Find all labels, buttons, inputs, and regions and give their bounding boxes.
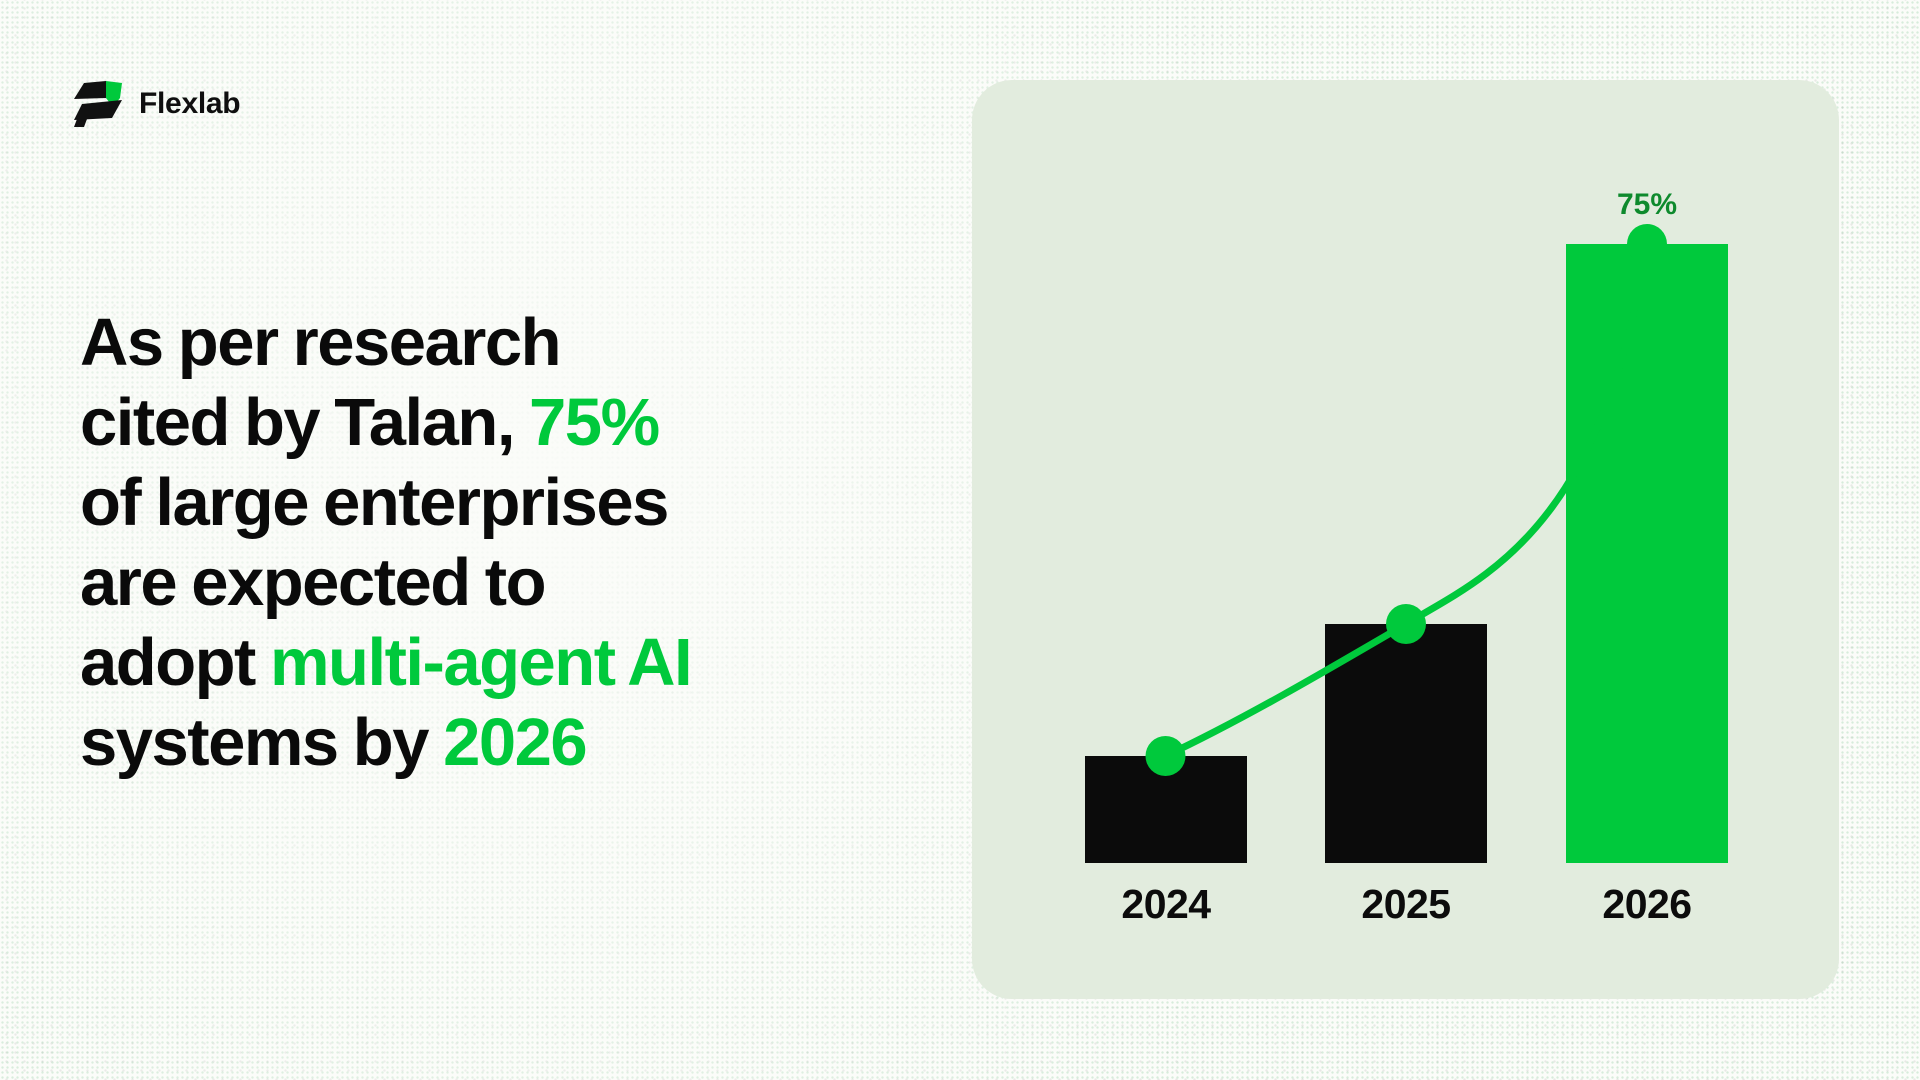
headline-line-1: As per research xyxy=(80,305,562,380)
x-axis-label-2026: 2026 xyxy=(1602,881,1692,927)
data-point-marker-2026 xyxy=(1627,224,1667,264)
data-point-marker-2025 xyxy=(1386,604,1426,644)
flexlab-mark-icon xyxy=(74,81,122,127)
brand-logo: Flexlab xyxy=(74,80,241,128)
x-axis-label-2024: 2024 xyxy=(1121,881,1211,927)
bar-2026 xyxy=(1566,244,1728,863)
x-axis-label-2025: 2025 xyxy=(1361,881,1451,927)
bar-2025 xyxy=(1325,624,1487,863)
headline: As per research cited by Talan, 75% of l… xyxy=(80,303,840,783)
trend-line-path xyxy=(1162,240,1651,760)
chart-panel: 75% 2024 2025 2026 xyxy=(972,80,1839,999)
data-point-marker-2024 xyxy=(1145,736,1186,776)
headline-line-5: adopt multi-agent AI xyxy=(80,625,693,700)
trend-line xyxy=(1145,224,1667,776)
brand-name: Flexlab xyxy=(139,87,241,120)
value-label-2026: 75% xyxy=(1616,188,1678,221)
headline-line-6: systems by 2026 xyxy=(80,705,588,780)
headline-line-3: of large enterprises xyxy=(80,465,669,540)
highlight-multi-agent-ai: multi-agent AI xyxy=(269,625,693,700)
headline-line-2: cited by Talan, 75% xyxy=(80,385,660,460)
highlight-75-percent: 75% xyxy=(529,385,660,460)
headline-line-4: are expected to xyxy=(80,545,547,620)
highlight-2026: 2026 xyxy=(443,705,588,780)
